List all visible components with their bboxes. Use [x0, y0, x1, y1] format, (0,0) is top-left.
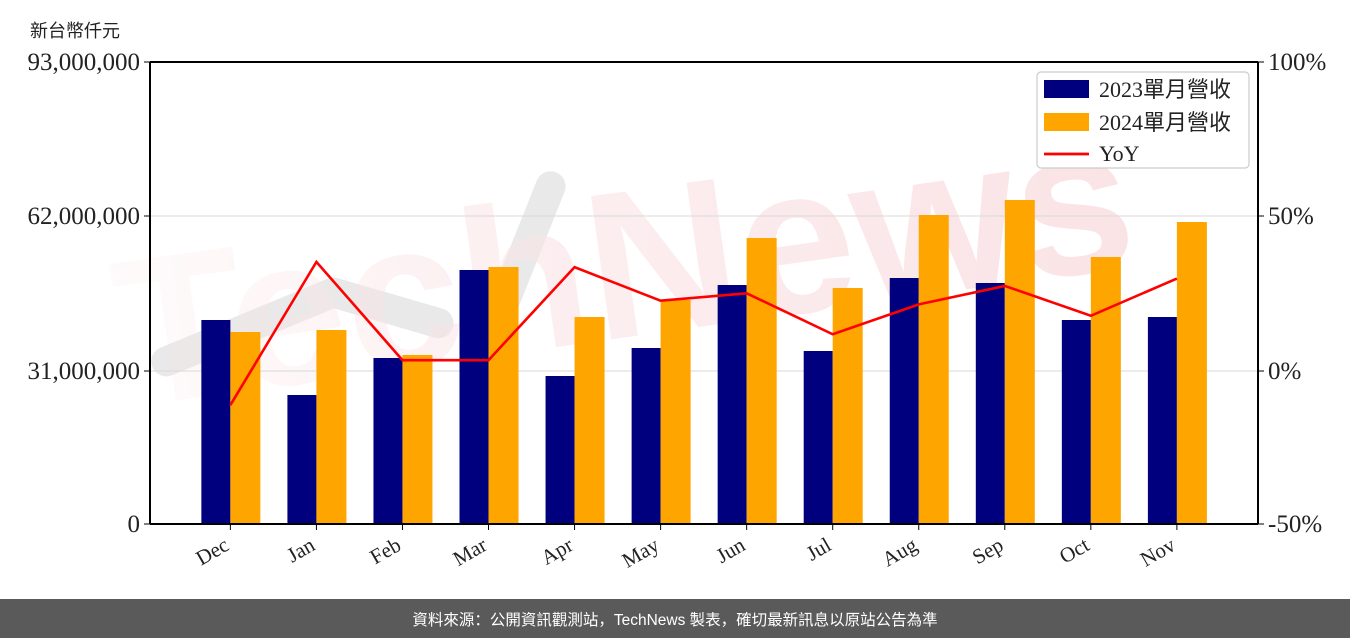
svg-text:Nov: Nov: [1136, 532, 1180, 571]
svg-text:Mar: Mar: [449, 533, 491, 571]
svg-text:Jan: Jan: [283, 532, 320, 567]
svg-text:2024單月營收: 2024單月營收: [1099, 110, 1231, 135]
svg-text:50%: 50%: [1268, 203, 1314, 230]
svg-text:Apr: Apr: [537, 533, 577, 570]
svg-text:0: 0: [128, 511, 141, 538]
svg-text:Sep: Sep: [968, 533, 1007, 570]
svg-text:0%: 0%: [1268, 358, 1301, 385]
svg-text:100%: 100%: [1268, 49, 1326, 76]
svg-text:2023單月營收: 2023單月營收: [1099, 77, 1231, 102]
svg-text:-50%: -50%: [1268, 511, 1322, 538]
svg-text:May: May: [618, 532, 664, 572]
svg-text:62,000,000: 62,000,000: [28, 203, 141, 230]
svg-text:31,000,000: 31,000,000: [28, 358, 141, 385]
svg-text:Jun: Jun: [712, 532, 750, 568]
svg-text:Jul: Jul: [802, 532, 835, 565]
svg-text:Feb: Feb: [366, 533, 405, 570]
svg-text:YoY: YoY: [1099, 141, 1140, 166]
svg-text:Dec: Dec: [192, 533, 233, 571]
svg-text:Aug: Aug: [878, 532, 922, 571]
svg-text:Oct: Oct: [1055, 532, 1093, 568]
svg-text:93,000,000: 93,000,000: [28, 49, 141, 76]
